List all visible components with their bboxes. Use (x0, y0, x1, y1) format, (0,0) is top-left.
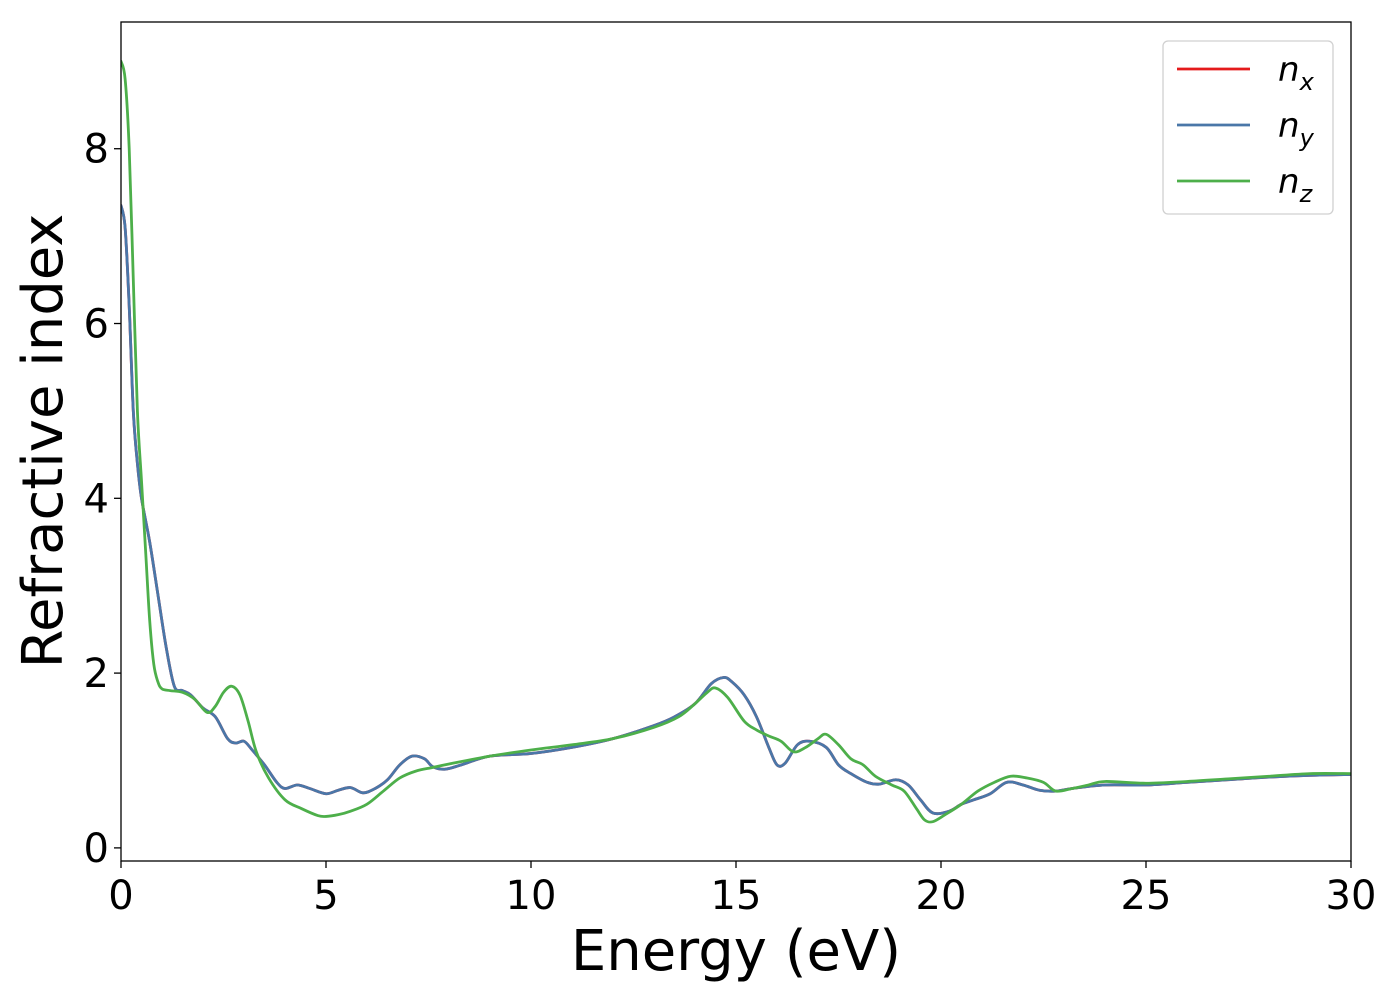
y-tick-label: 4 (84, 476, 109, 522)
legend-label-n-z: nz (1278, 162, 1314, 208)
x-tick-label: 0 (108, 873, 133, 919)
legend-label-subscript: y (1299, 124, 1315, 152)
x-tick-label: 5 (313, 873, 338, 919)
x-tick-label: 20 (916, 873, 967, 919)
legend-label-n-y: ny (1278, 106, 1315, 152)
x-tick-label: 30 (1326, 873, 1377, 919)
legend-label-base: n (1278, 106, 1300, 146)
x-axis-title: Energy (eV) (571, 919, 901, 984)
y-axis-title: Refractive index (11, 214, 76, 669)
legend-label-base: n (1278, 162, 1300, 202)
legend-label-base: n (1278, 50, 1300, 90)
y-tick-label: 6 (84, 302, 109, 348)
legend-label-subscript: z (1299, 180, 1314, 208)
legend-label-subscript: x (1299, 68, 1315, 96)
legend-label-n-x: nx (1278, 50, 1315, 96)
x-tick-label: 15 (711, 873, 762, 919)
y-tick-label: 0 (84, 826, 109, 872)
series-layer (121, 59, 1351, 824)
y-tick-label: 2 (84, 651, 109, 697)
x-tick-label: 25 (1121, 873, 1172, 919)
legend-frame (1162, 40, 1334, 215)
x-tick-label: 10 (506, 873, 557, 919)
y-tick-label: 8 (84, 127, 109, 173)
series-line-n-z (121, 59, 1351, 824)
y-axis: 0 2 4 6 8 (84, 127, 121, 872)
x-axis: 0 5 10 15 20 25 30 (108, 861, 1376, 919)
